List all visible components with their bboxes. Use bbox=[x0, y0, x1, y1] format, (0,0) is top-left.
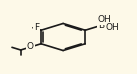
Text: B: B bbox=[98, 21, 104, 30]
Text: OH: OH bbox=[98, 15, 112, 24]
Text: F: F bbox=[34, 23, 39, 32]
Text: OH: OH bbox=[106, 23, 119, 32]
Text: O: O bbox=[27, 42, 34, 51]
